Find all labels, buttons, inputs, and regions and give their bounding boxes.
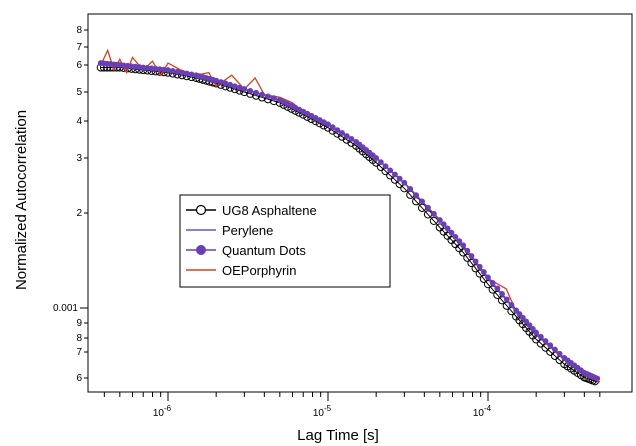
y-tick-label: 2 xyxy=(76,208,82,219)
quantum-dot-point xyxy=(437,218,442,223)
quantum-dot-point xyxy=(481,270,486,275)
quantum-dot-point xyxy=(242,87,247,92)
quantum-dot-point xyxy=(378,160,383,165)
quantum-dot-point xyxy=(426,205,431,210)
quantum-dot-point xyxy=(388,168,393,173)
y-tick-label: 3 xyxy=(76,153,82,164)
quantum-dot-point xyxy=(595,376,600,381)
quantum-dot-point xyxy=(420,199,425,204)
quantum-dot-point xyxy=(218,80,223,85)
quantum-dot-point xyxy=(509,302,514,307)
quantum-dot-point xyxy=(414,193,419,198)
quantum-dot-point xyxy=(330,125,335,130)
quantum-dot-point xyxy=(534,330,539,335)
quantum-dot-point xyxy=(543,339,548,344)
quantum-dot-point xyxy=(500,291,505,296)
y-axis-label: Normalized Autocorrelation xyxy=(13,110,30,290)
quantum-dot-point xyxy=(473,259,478,264)
quantum-dot-point xyxy=(445,226,450,231)
quantum-dot-point xyxy=(237,85,242,90)
quantum-dot-point xyxy=(254,90,259,95)
y-tick-label: 6 xyxy=(76,60,82,71)
x-axis-ticks: 10-6 10-5 10-4 xyxy=(104,392,600,419)
quantum-dot-point xyxy=(340,131,345,136)
quantum-dot-point xyxy=(432,211,437,216)
quantum-dot-point xyxy=(449,230,454,235)
legend: UG8 Asphaltene Perylene Quantum Dots OEPorp… xyxy=(180,195,390,287)
quantum-dot-point xyxy=(349,137,354,142)
quantum-dot-point xyxy=(233,84,238,89)
quantum-dot-point xyxy=(383,164,388,169)
quantum-dot-point xyxy=(486,275,491,280)
quantum-dot-point xyxy=(184,71,189,76)
y-tick-label: 6 xyxy=(76,373,82,384)
legend-marker-filled-circle xyxy=(197,246,206,255)
x-axis-label: Lag Time [s] xyxy=(297,427,379,444)
quantum-dot-point xyxy=(326,122,331,127)
quantum-dot-point xyxy=(402,180,407,185)
quantum-dot-point xyxy=(223,81,228,86)
quantum-dot-point xyxy=(548,343,553,348)
x-tick-label: 10-5 xyxy=(313,404,332,419)
quantum-dot-point xyxy=(397,176,402,181)
x-tick-label: 10-6 xyxy=(153,404,172,419)
y-tick-label: 7 xyxy=(76,347,82,358)
quantum-dot-point xyxy=(260,92,265,97)
quantum-dot-point xyxy=(461,243,466,248)
quantum-dot-point xyxy=(453,234,458,239)
y-tick-label: 0.001 xyxy=(53,303,78,314)
legend-label: Perylene xyxy=(222,223,273,238)
quantum-dot-point xyxy=(175,69,180,74)
legend-marker-open-circle xyxy=(197,206,206,215)
quantum-dot-point xyxy=(248,88,253,93)
y-tick-label: 9 xyxy=(76,318,82,329)
quantum-dot-point xyxy=(477,264,482,269)
quantum-dot-point xyxy=(490,281,495,286)
y-tick-label: 8 xyxy=(76,25,82,36)
legend-label: UG8 Asphaltene xyxy=(222,203,317,218)
legend-label: Quantum Dots xyxy=(222,243,306,258)
y-tick-label: 4 xyxy=(76,116,82,127)
quantum-dot-point xyxy=(344,134,349,139)
quantum-dot-point xyxy=(374,156,379,161)
legend-label: OEPorphyrin xyxy=(222,263,296,278)
quantum-dot-point xyxy=(335,128,340,133)
quantum-dot-point xyxy=(504,297,509,302)
quantum-dot-point xyxy=(469,254,474,259)
x-tick-label: 10-4 xyxy=(473,404,492,419)
quantum-dot-point xyxy=(441,222,446,227)
quantum-dot-point xyxy=(266,94,271,99)
quantum-dot-point xyxy=(495,286,500,291)
quantum-dot-point xyxy=(180,70,185,75)
quantum-dot-point xyxy=(170,68,175,73)
quantum-dot-point xyxy=(272,96,277,101)
quantum-dot-point xyxy=(228,82,233,87)
quantum-dot-point xyxy=(465,248,470,253)
quantum-dot-point xyxy=(538,334,543,339)
quantum-dot-point xyxy=(166,68,171,73)
y-tick-label: 7 xyxy=(76,42,82,53)
quantum-dot-point xyxy=(457,239,462,244)
quantum-dot-point xyxy=(408,187,413,192)
y-tick-label: 5 xyxy=(76,87,82,98)
quantum-dot-point xyxy=(557,351,562,356)
quantum-dot-point xyxy=(553,347,558,352)
y-axis-ticks: 6 7 8 9 0.001 2 3 4 5 6 7 8 xyxy=(53,25,88,384)
y-tick-label: 8 xyxy=(76,333,82,344)
quantum-dot-point xyxy=(393,172,398,177)
quantum-dot-point xyxy=(189,72,194,77)
quantum-dot-point xyxy=(214,78,219,83)
